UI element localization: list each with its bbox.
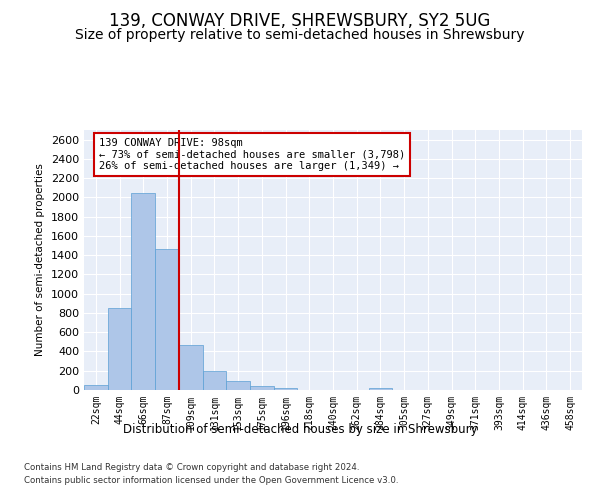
Bar [155, 250, 179, 390]
Text: Size of property relative to semi-detached houses in Shrewsbury: Size of property relative to semi-detach… [75, 28, 525, 42]
Bar [179, 344, 203, 390]
Bar [250, 386, 274, 390]
Bar [274, 388, 298, 390]
Text: Contains public sector information licensed under the Open Government Licence v3: Contains public sector information licen… [24, 476, 398, 485]
Bar [203, 370, 226, 390]
Bar [131, 192, 155, 390]
Bar [226, 381, 250, 390]
Text: 139 CONWAY DRIVE: 98sqm
← 73% of semi-detached houses are smaller (3,798)
26% of: 139 CONWAY DRIVE: 98sqm ← 73% of semi-de… [99, 138, 405, 171]
Text: 139, CONWAY DRIVE, SHREWSBURY, SY2 5UG: 139, CONWAY DRIVE, SHREWSBURY, SY2 5UG [109, 12, 491, 30]
Bar [84, 385, 108, 390]
Y-axis label: Number of semi-detached properties: Number of semi-detached properties [35, 164, 46, 356]
Text: Contains HM Land Registry data © Crown copyright and database right 2024.: Contains HM Land Registry data © Crown c… [24, 462, 359, 471]
Bar [108, 308, 131, 390]
Text: Distribution of semi-detached houses by size in Shrewsbury: Distribution of semi-detached houses by … [122, 422, 478, 436]
Bar [368, 388, 392, 390]
